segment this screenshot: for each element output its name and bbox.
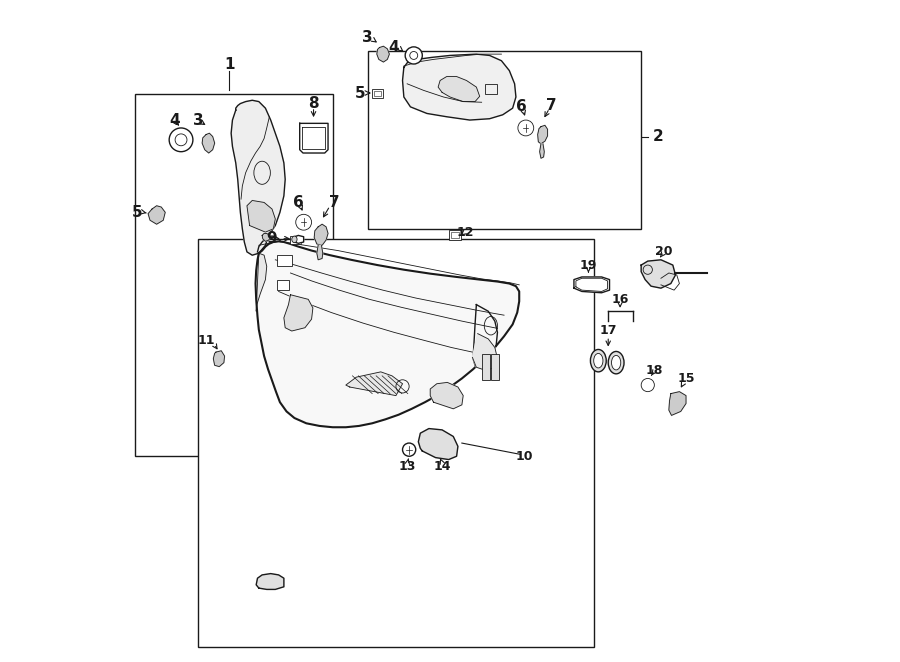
Polygon shape xyxy=(346,372,402,396)
Text: 13: 13 xyxy=(399,459,416,473)
Polygon shape xyxy=(256,253,266,311)
Ellipse shape xyxy=(611,355,621,370)
Text: 6: 6 xyxy=(517,99,527,115)
Text: 11: 11 xyxy=(197,334,215,348)
Text: 8: 8 xyxy=(308,96,319,111)
Polygon shape xyxy=(669,392,686,415)
Text: 3: 3 xyxy=(363,30,373,45)
Polygon shape xyxy=(377,46,390,62)
Circle shape xyxy=(518,120,534,136)
Ellipse shape xyxy=(292,236,297,243)
Polygon shape xyxy=(256,242,519,427)
Circle shape xyxy=(296,214,311,230)
Circle shape xyxy=(169,128,193,152)
Polygon shape xyxy=(418,428,458,459)
Text: 6: 6 xyxy=(293,195,304,210)
Polygon shape xyxy=(540,144,544,158)
Polygon shape xyxy=(574,277,609,293)
Polygon shape xyxy=(231,100,285,255)
Ellipse shape xyxy=(594,354,603,368)
Text: 15: 15 xyxy=(678,372,695,385)
Bar xyxy=(277,254,292,266)
Circle shape xyxy=(641,379,654,392)
Ellipse shape xyxy=(608,352,624,374)
Polygon shape xyxy=(202,133,215,153)
Polygon shape xyxy=(256,573,284,589)
Text: 7: 7 xyxy=(545,98,556,113)
Text: 10: 10 xyxy=(515,449,533,463)
Text: 4: 4 xyxy=(389,40,400,55)
Polygon shape xyxy=(314,224,328,246)
Bar xyxy=(485,84,497,94)
Ellipse shape xyxy=(590,350,607,372)
Bar xyxy=(451,232,459,238)
Text: 7: 7 xyxy=(329,195,340,210)
Text: 9: 9 xyxy=(266,230,277,246)
Polygon shape xyxy=(213,351,224,367)
Polygon shape xyxy=(472,334,498,371)
Text: 14: 14 xyxy=(433,459,451,473)
Text: 4: 4 xyxy=(169,113,180,128)
Polygon shape xyxy=(402,54,516,120)
Bar xyxy=(135,94,333,456)
Circle shape xyxy=(402,443,416,456)
Polygon shape xyxy=(430,383,464,409)
Bar xyxy=(374,91,381,96)
Polygon shape xyxy=(148,206,166,224)
Polygon shape xyxy=(300,123,328,153)
Text: 20: 20 xyxy=(655,246,673,258)
Polygon shape xyxy=(317,246,323,260)
Text: 1: 1 xyxy=(224,56,234,71)
Text: 17: 17 xyxy=(599,324,617,338)
Bar xyxy=(482,354,490,381)
Polygon shape xyxy=(247,201,275,232)
Text: 3: 3 xyxy=(193,113,203,128)
Bar xyxy=(198,239,594,647)
Polygon shape xyxy=(641,260,676,288)
Bar xyxy=(291,236,301,244)
Text: 19: 19 xyxy=(580,259,597,271)
Bar xyxy=(373,89,382,98)
Text: 18: 18 xyxy=(645,364,663,377)
Text: 12: 12 xyxy=(456,226,474,238)
Text: 2: 2 xyxy=(652,129,663,144)
Bar xyxy=(449,230,461,240)
Polygon shape xyxy=(294,236,303,244)
Text: 16: 16 xyxy=(611,293,629,306)
Text: 5: 5 xyxy=(355,85,365,101)
Bar xyxy=(367,51,641,229)
Bar xyxy=(491,354,499,381)
Polygon shape xyxy=(438,77,480,101)
Text: 5: 5 xyxy=(131,205,142,220)
Polygon shape xyxy=(537,125,547,144)
Polygon shape xyxy=(262,234,271,242)
Polygon shape xyxy=(284,295,313,331)
Circle shape xyxy=(405,47,422,64)
Bar xyxy=(277,279,289,290)
